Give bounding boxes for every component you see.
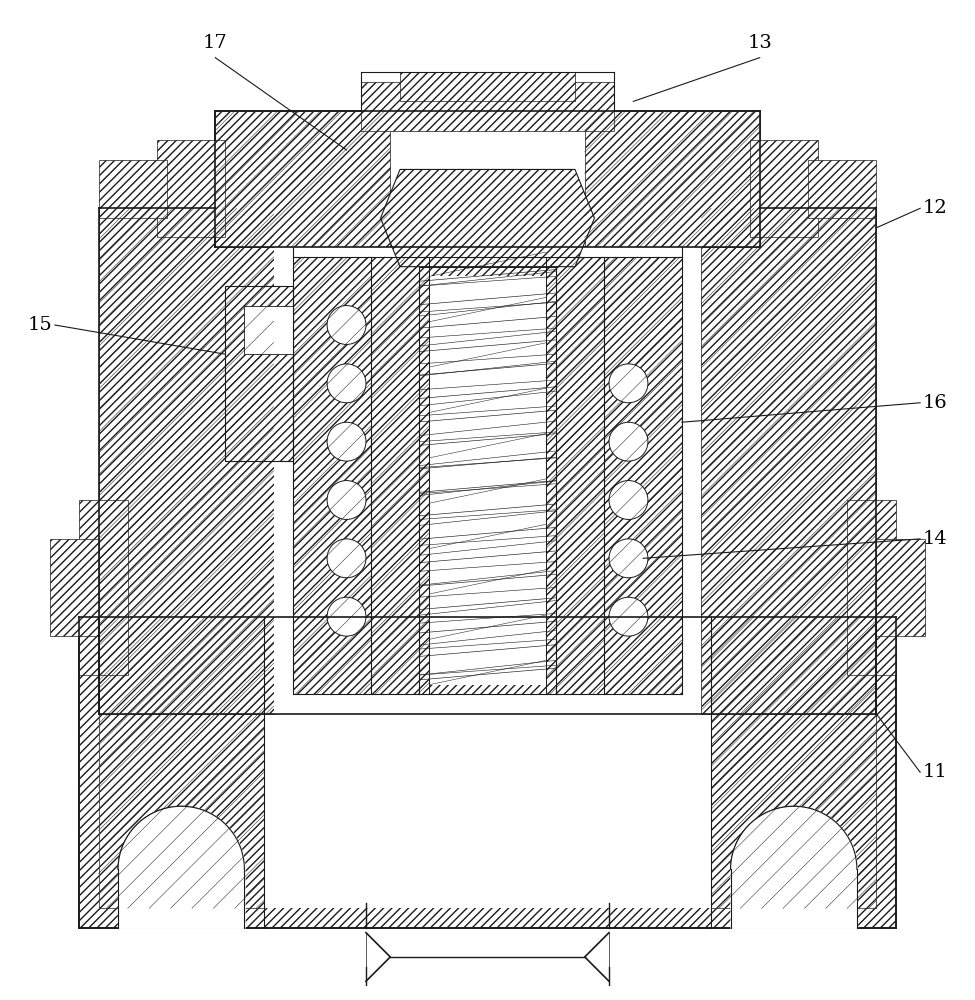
Circle shape: [327, 364, 366, 403]
Polygon shape: [701, 208, 877, 714]
Polygon shape: [604, 257, 682, 694]
Polygon shape: [98, 617, 877, 908]
Polygon shape: [711, 617, 877, 908]
Polygon shape: [50, 539, 98, 636]
Polygon shape: [274, 247, 701, 714]
Circle shape: [609, 364, 648, 403]
Circle shape: [327, 539, 366, 578]
Polygon shape: [730, 806, 857, 869]
Text: 17: 17: [203, 34, 227, 52]
Polygon shape: [225, 286, 293, 461]
Text: 11: 11: [922, 763, 947, 781]
Polygon shape: [118, 806, 245, 869]
Polygon shape: [750, 140, 818, 237]
Polygon shape: [877, 539, 925, 636]
Polygon shape: [245, 306, 293, 354]
Text: 14: 14: [922, 530, 947, 548]
Text: 15: 15: [28, 316, 53, 334]
Circle shape: [327, 422, 366, 461]
Circle shape: [609, 539, 648, 578]
Circle shape: [327, 481, 366, 519]
Polygon shape: [215, 111, 760, 247]
Polygon shape: [293, 257, 370, 694]
Circle shape: [609, 422, 648, 461]
Circle shape: [327, 306, 366, 344]
Polygon shape: [79, 597, 896, 928]
Circle shape: [609, 481, 648, 519]
Polygon shape: [157, 140, 225, 237]
Text: 13: 13: [747, 34, 772, 52]
Polygon shape: [419, 267, 556, 694]
Polygon shape: [808, 160, 877, 218]
Text: 12: 12: [922, 199, 947, 217]
Polygon shape: [370, 257, 604, 694]
Polygon shape: [361, 82, 614, 131]
Polygon shape: [98, 617, 264, 908]
Polygon shape: [98, 160, 167, 218]
Polygon shape: [585, 111, 760, 247]
Polygon shape: [400, 72, 575, 101]
Circle shape: [609, 597, 648, 636]
Polygon shape: [370, 257, 429, 694]
Polygon shape: [380, 169, 595, 267]
Polygon shape: [546, 257, 604, 694]
Polygon shape: [429, 276, 546, 685]
Text: 16: 16: [922, 394, 947, 412]
Polygon shape: [847, 500, 896, 675]
Polygon shape: [79, 500, 128, 675]
Polygon shape: [98, 208, 274, 714]
Circle shape: [327, 597, 366, 636]
Polygon shape: [215, 111, 390, 247]
